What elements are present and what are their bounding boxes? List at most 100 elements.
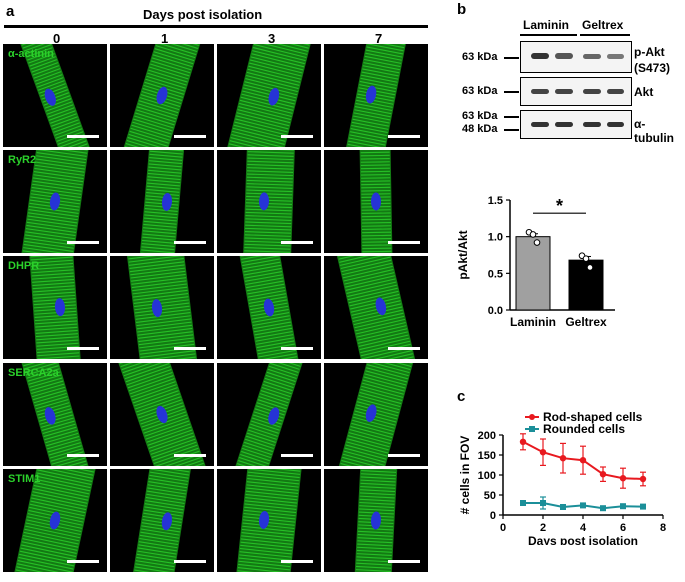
marker-tick-4	[504, 129, 519, 131]
cell-image	[138, 150, 186, 254]
stain-label: SERCA2a	[8, 366, 59, 379]
significance-star: *	[556, 196, 563, 216]
nucleus	[49, 511, 61, 530]
cell-image	[18, 44, 92, 147]
panel-b-letter: b	[457, 1, 467, 18]
x-tick-label: Laminin	[510, 315, 556, 329]
marker-tubulin-48: 48 kDa	[462, 123, 498, 135]
scale-bar	[281, 347, 313, 351]
day-label-1: 1	[161, 31, 169, 46]
nucleus	[54, 298, 66, 317]
y-axis-label: pAkt/Akt	[456, 230, 470, 279]
micrograph-cell	[110, 362, 214, 466]
cell-image	[359, 150, 393, 254]
day-label-0: 0	[53, 31, 61, 46]
micrograph-grid: α-actinin RyR2 DHPR SERCA2a STIM1	[0, 44, 430, 582]
data-point	[639, 475, 647, 483]
legend-marker	[529, 426, 535, 432]
cell-image	[335, 256, 417, 360]
micrograph-cell: DHPR	[3, 256, 107, 360]
nucleus	[161, 193, 173, 212]
blot-col-laminin: Laminin	[523, 18, 570, 32]
data-point	[529, 231, 537, 238]
data-point	[533, 239, 541, 246]
scale-bar	[67, 347, 99, 351]
marker-tubulin-63: 63 kDa	[462, 110, 498, 122]
x-tick-label: 4	[580, 522, 587, 534]
data-point	[619, 475, 627, 482]
nucleus	[156, 86, 168, 105]
data-point	[640, 503, 646, 510]
legend-label: Rod-shaped cells	[543, 410, 643, 424]
micrograph-cell	[324, 44, 428, 147]
scale-bar	[174, 559, 206, 563]
data-point	[539, 449, 547, 456]
scale-bar	[281, 241, 313, 245]
nucleus	[365, 404, 377, 422]
data-point	[520, 500, 526, 506]
cell-image	[337, 362, 415, 466]
header-rule	[4, 25, 428, 28]
cell-image	[12, 468, 98, 572]
micrograph-cell	[217, 256, 321, 360]
stain-label: DHPR	[8, 260, 40, 273]
y-axis-label: # cells in FOV	[458, 436, 472, 515]
nucleus	[161, 512, 173, 531]
nucleus	[156, 405, 168, 423]
blot-tubulin	[520, 110, 632, 139]
micrograph-cell	[324, 256, 428, 360]
data-point	[540, 500, 546, 506]
data-point	[519, 438, 527, 445]
scale-bar	[281, 559, 313, 563]
y-tick-label: 150	[478, 450, 496, 462]
micrograph-cell	[110, 468, 214, 572]
line-chart: c 0 50 100 150 200 0 2 4 6 8 Days post isolation # c…	[457, 388, 666, 545]
scale-bar	[388, 347, 420, 351]
micrograph-cell	[110, 150, 214, 254]
y-tick-label: 0.0	[488, 305, 503, 317]
micrograph-cell: α-actinin	[3, 44, 107, 147]
micrograph-cell: STIM1	[3, 468, 107, 572]
cell-image	[225, 44, 313, 147]
geltrex-rule	[580, 34, 630, 36]
cell-image	[235, 468, 303, 572]
nucleus	[258, 510, 270, 529]
scale-bar	[174, 135, 206, 138]
x-tick-label: Geltrex	[565, 315, 607, 329]
cell-image	[237, 256, 301, 360]
micrograph-cell	[217, 468, 321, 572]
y-tick-label: 100	[478, 470, 496, 482]
x-tick-label: 2	[540, 522, 546, 534]
y-tick-label: 0.5	[488, 268, 503, 280]
micrograph-cell	[324, 468, 428, 572]
cell-image	[131, 468, 193, 572]
stain-label: α-actinin	[8, 48, 54, 60]
cell-image	[28, 256, 82, 360]
day-label-3: 3	[268, 31, 276, 46]
cell-image	[122, 44, 202, 147]
scale-bar	[388, 559, 420, 563]
scale-bar	[388, 453, 420, 457]
micrograph-cell: SERCA2a	[3, 362, 107, 466]
nucleus	[44, 88, 56, 106]
data-point	[600, 505, 606, 512]
nucleus	[44, 406, 56, 425]
data-point	[559, 455, 567, 462]
nucleus	[375, 297, 387, 316]
day-label-7: 7	[375, 31, 383, 46]
nucleus	[268, 406, 280, 425]
marker-tick-3	[504, 116, 519, 118]
y-tick-label: 1.0	[488, 232, 503, 244]
nucleus	[258, 192, 270, 211]
blot-akt	[520, 77, 632, 106]
protein-pakt: p-Akt (S473)	[634, 45, 671, 75]
y-tick-label: 1.5	[488, 195, 503, 207]
nucleus	[263, 298, 275, 317]
nucleus	[268, 87, 280, 106]
bar	[515, 236, 551, 311]
scale-bar	[174, 453, 206, 457]
data-point	[580, 502, 586, 509]
scale-bar	[388, 135, 420, 138]
panel-c-letter: c	[457, 388, 465, 405]
data-point	[586, 264, 594, 271]
